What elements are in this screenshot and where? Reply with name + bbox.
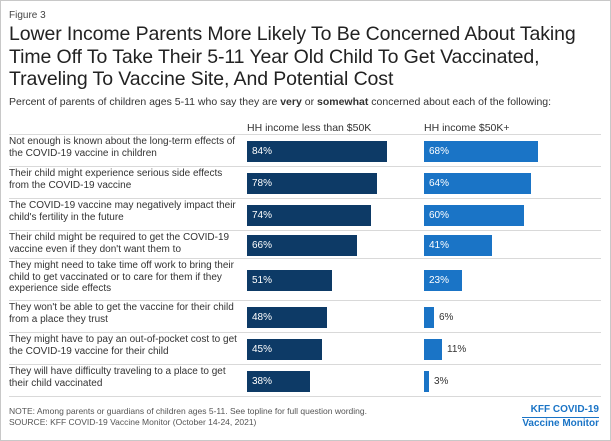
bar-high-income-label: 6% — [439, 312, 454, 323]
bar-high-income — [424, 371, 429, 392]
bar-high-income-label: 23% — [429, 275, 450, 286]
category-label: Their child might experience serious sid… — [9, 168, 223, 191]
bar-high-income-label: 11% — [447, 344, 467, 355]
series-header-high-income: HH income $50K+ — [424, 122, 510, 134]
figure-label: Figure 3 — [9, 10, 46, 21]
category-label: Their child might be required to get the… — [9, 232, 230, 255]
kff-logo: KFF COVID-19 Vaccine Monitor — [522, 404, 599, 430]
subtitle-very: very — [280, 96, 302, 108]
footnote-note: NOTE: Among parents or guardians of chil… — [9, 406, 367, 416]
bar-high-income-label: 60% — [429, 210, 450, 221]
bar-low-income — [247, 235, 357, 256]
row-divider — [9, 258, 601, 259]
bar-high-income-label: 64% — [429, 178, 450, 189]
bar-low-income-label: 45% — [252, 344, 273, 355]
bar-high-income — [424, 173, 531, 194]
bar-high-income-label: 68% — [429, 146, 450, 157]
kff-logo-line2: Vaccine Monitor — [522, 416, 599, 429]
bar-high-income — [424, 270, 462, 291]
bar-low-income — [247, 141, 387, 162]
category-label: They won't be able to get the vaccine fo… — [9, 302, 234, 325]
bar-low-income — [247, 173, 377, 194]
subtitle-middle: or — [301, 96, 317, 108]
bar-low-income-label: 51% — [252, 275, 273, 286]
bar-high-income-label: 3% — [434, 376, 449, 387]
bar-low-income-label: 38% — [252, 376, 273, 387]
bar-high-income-label: 41% — [429, 240, 450, 251]
bar-low-income-label: 48% — [252, 312, 273, 323]
bar-high-income — [424, 339, 442, 360]
subtitle-somewhat: somewhat — [317, 96, 369, 108]
bar-high-income — [424, 141, 538, 162]
bar-high-income — [424, 307, 434, 328]
category-label: They might need to take time off work to… — [9, 260, 234, 294]
row-divider — [9, 198, 601, 199]
bar-low-income — [247, 371, 310, 392]
row-divider — [9, 166, 601, 167]
bar-high-income — [424, 205, 524, 226]
category-label: They will have difficulty traveling to a… — [9, 366, 226, 389]
bar-low-income — [247, 205, 371, 226]
bar-low-income-label: 66% — [252, 240, 273, 251]
bar-low-income — [247, 339, 322, 360]
bar-low-income — [247, 307, 327, 328]
row-divider — [9, 134, 601, 135]
row-divider — [9, 230, 601, 231]
subtitle-after: concerned about each of the following: — [368, 96, 552, 108]
bar-low-income — [247, 270, 332, 291]
row-divider — [9, 364, 601, 365]
row-divider — [9, 300, 601, 301]
subtitle-before: Percent of parents of children ages 5-11… — [9, 96, 281, 108]
row-divider — [9, 332, 601, 333]
series-header-low-income: HH income less than $50K — [247, 122, 372, 134]
bar-low-income-label: 84% — [252, 146, 273, 157]
bar-low-income-label: 78% — [252, 178, 273, 189]
footnote-source: SOURCE: KFF COVID-19 Vaccine Monitor (Oc… — [9, 417, 257, 427]
category-label: The COVID-19 vaccine may negatively impa… — [9, 200, 236, 223]
row-divider — [9, 396, 601, 397]
category-label: They might have to pay an out-of-pocket … — [9, 334, 237, 357]
bar-low-income-label: 74% — [252, 210, 273, 221]
kff-logo-line1: KFF COVID-19 — [530, 404, 599, 415]
chart-title: Lower Income Parents More Likely To Be C… — [9, 23, 576, 90]
bar-high-income — [424, 235, 492, 256]
chart-footnote: NOTE: Among parents or guardians of chil… — [9, 406, 367, 428]
category-label: Not enough is known about the long-term … — [9, 136, 236, 159]
chart-subtitle: Percent of parents of children ages 5-11… — [9, 96, 551, 108]
